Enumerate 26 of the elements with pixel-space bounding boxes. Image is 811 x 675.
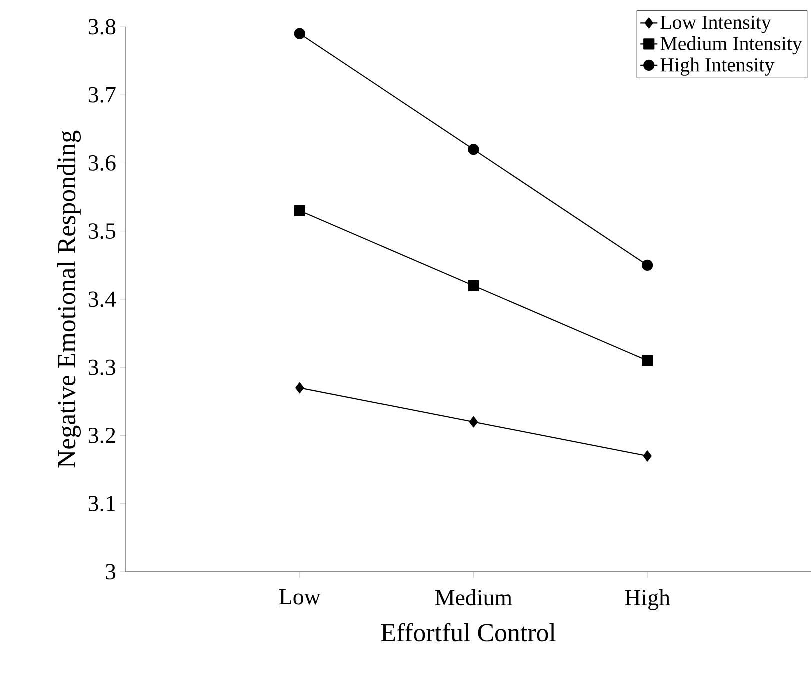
point (643, 450, 652, 462)
legend-label: Medium Intensity (660, 36, 802, 55)
point (642, 355, 654, 366)
legend-label: Low Intensity (660, 16, 772, 34)
y-tick-label: 3.7 (88, 87, 116, 103)
point (468, 280, 480, 292)
y-tick-label: 3.4 (88, 292, 116, 308)
legend-label: High Intensity (660, 58, 775, 76)
x-tick-label: Medium (436, 590, 512, 606)
point (642, 260, 654, 271)
point (469, 416, 478, 428)
point (468, 144, 480, 156)
y-tick-label: 3 (106, 564, 116, 580)
y-tick-label: 3.3 (88, 360, 116, 376)
x-tick-label: High (625, 590, 670, 610)
point (294, 28, 306, 40)
point (296, 382, 304, 394)
point (294, 205, 306, 216)
x-tick-label: Low (280, 589, 321, 605)
y-tick-label: 3.8 (88, 19, 116, 35)
y-tick-label: 3.5 (88, 224, 116, 240)
y-axis-title: Negative Emotional Responding (57, 130, 82, 468)
y-tick-label: 3.1 (88, 496, 116, 512)
y-tick-label: 3.2 (88, 428, 116, 444)
y-tick-label: 3.6 (88, 155, 116, 171)
x-axis-title: Effortful Control (381, 623, 556, 642)
